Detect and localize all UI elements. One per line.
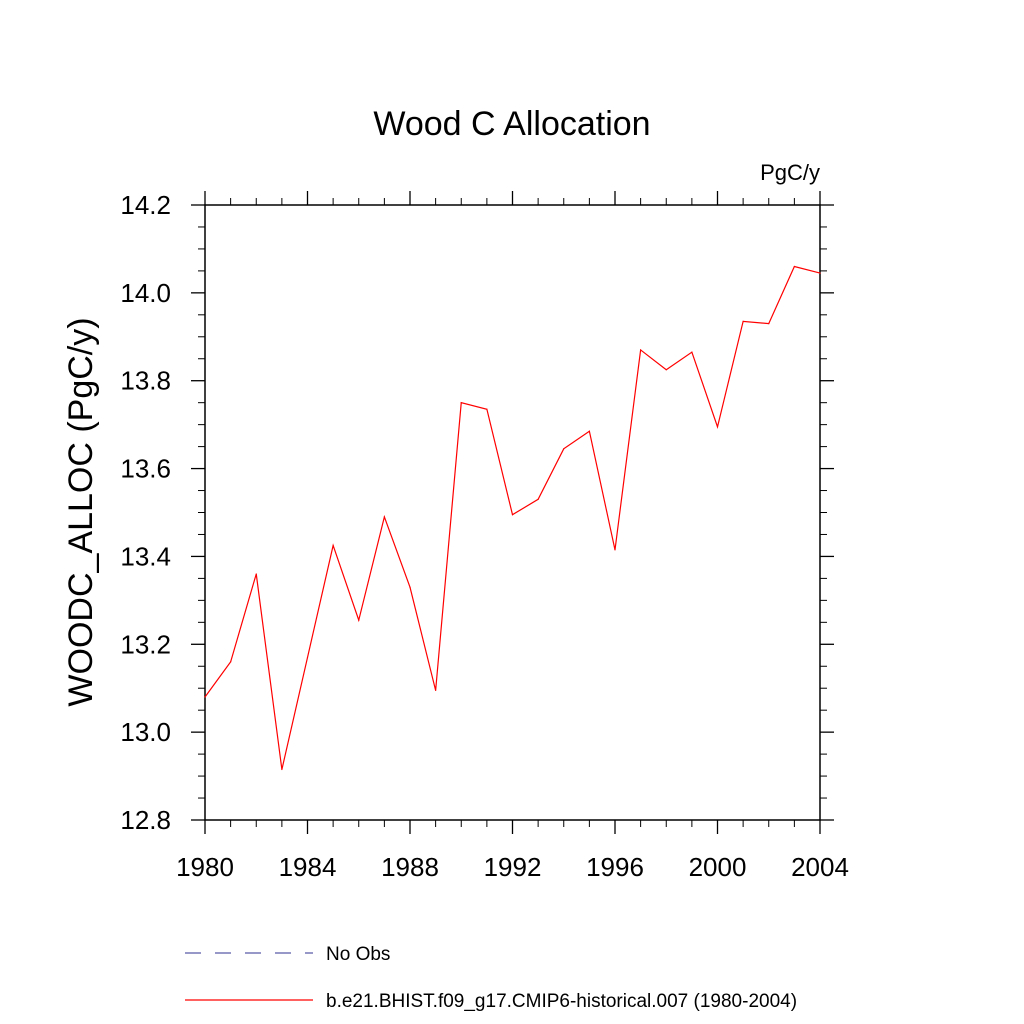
y-axis-label: WOODC_ALLOC (PgC/y) xyxy=(62,317,100,706)
data-point xyxy=(230,661,232,663)
y-tick-label: 13.8 xyxy=(120,366,171,396)
x-tick-label: 1992 xyxy=(484,852,542,882)
x-tick-label: 1996 xyxy=(586,852,644,882)
data-point xyxy=(742,320,744,323)
x-tick-label: 2004 xyxy=(791,852,849,882)
units-label: PgC/y xyxy=(760,160,820,185)
data-point xyxy=(358,619,360,621)
data-point xyxy=(332,544,334,547)
data-point xyxy=(204,696,206,698)
data-point xyxy=(640,349,642,351)
y-tick-label: 14.2 xyxy=(120,190,171,220)
y-tick-label: 14.0 xyxy=(120,278,171,308)
legend-label: b.e21.BHIST.f09_g17.CMIP6-historical.007… xyxy=(326,991,797,1012)
y-tick-label: 13.6 xyxy=(120,454,171,484)
data-point xyxy=(255,573,257,575)
data-point xyxy=(588,430,590,432)
x-tick-label: 1980 xyxy=(176,852,234,882)
data-point xyxy=(281,768,283,771)
axis-ticks: 1980 1984 1988 1992 1996 2000 2004 12.8 13.0 13.2… xyxy=(120,190,849,882)
data-point xyxy=(563,448,565,450)
data-point xyxy=(716,426,719,428)
data-point xyxy=(435,689,437,692)
data-point xyxy=(819,272,821,274)
y-tick-label: 12.8 xyxy=(120,805,171,835)
data-point xyxy=(511,514,514,516)
data-point xyxy=(793,265,795,268)
data-point xyxy=(460,402,462,404)
y-tick-label: 13.0 xyxy=(120,717,171,747)
series-layer xyxy=(204,265,821,771)
series-line-0 xyxy=(204,265,821,770)
data-point xyxy=(383,516,385,518)
data-point xyxy=(614,549,616,551)
x-tick-label: 1984 xyxy=(279,852,337,882)
data-point xyxy=(306,656,309,659)
data-point xyxy=(691,351,693,353)
y-tick-label: 13.2 xyxy=(120,629,171,659)
legend-label: No Obs xyxy=(326,944,390,965)
plot-frame xyxy=(204,204,821,821)
data-point xyxy=(768,323,770,325)
data-point xyxy=(486,408,488,410)
y-tick-label: 13.4 xyxy=(120,541,171,571)
x-tick-label: 1988 xyxy=(381,852,439,882)
chart-title: Wood C Allocation xyxy=(373,105,650,143)
x-tick-label: 2000 xyxy=(689,852,747,882)
data-point xyxy=(409,586,411,588)
data-point xyxy=(537,498,539,500)
legend: No Obs b.e21.BHIST.f09_g17.CMIP6-historic… xyxy=(185,944,797,1012)
data-point xyxy=(665,369,667,371)
